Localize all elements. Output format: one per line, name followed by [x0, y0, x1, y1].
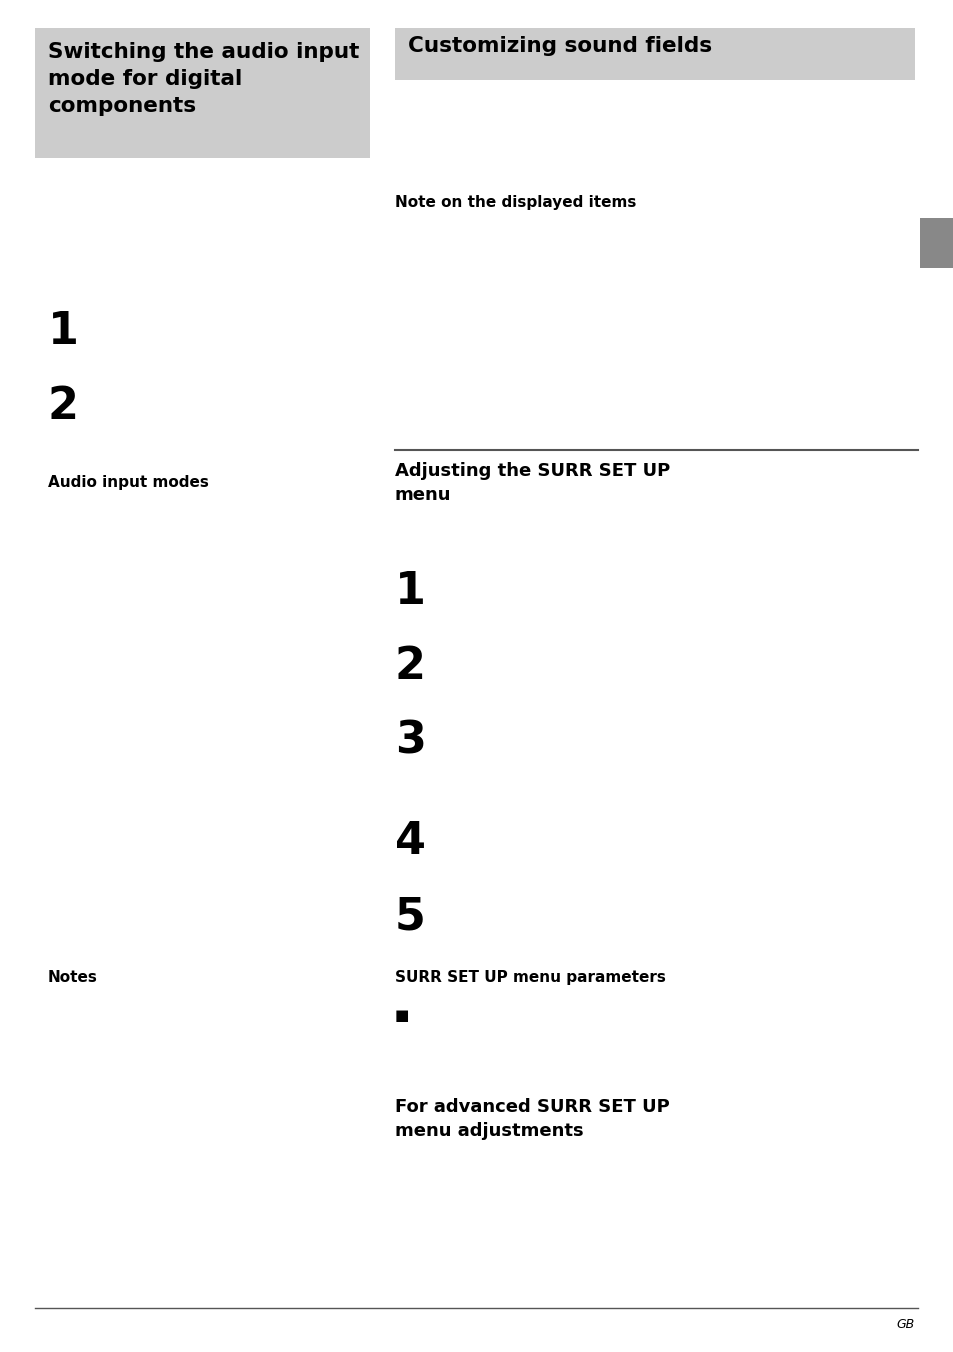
Bar — [919, 218, 953, 268]
Bar — [395, 28, 914, 80]
Text: 1: 1 — [48, 310, 79, 353]
Text: Audio input modes: Audio input modes — [48, 475, 209, 489]
Text: Switching the audio input
mode for digital
components: Switching the audio input mode for digit… — [48, 42, 359, 116]
Text: Notes: Notes — [48, 969, 98, 986]
Text: Note on the displayed items: Note on the displayed items — [395, 195, 636, 210]
Text: 5: 5 — [395, 895, 425, 938]
Text: SURR SET UP menu parameters: SURR SET UP menu parameters — [395, 969, 665, 986]
Text: 1: 1 — [395, 571, 426, 612]
Text: 3: 3 — [395, 721, 425, 763]
Bar — [35, 28, 370, 158]
Text: ■: ■ — [395, 1009, 409, 1023]
Text: Customizing sound fields: Customizing sound fields — [408, 37, 711, 55]
Text: 2: 2 — [395, 645, 426, 688]
Text: Adjusting the SURR SET UP
menu: Adjusting the SURR SET UP menu — [395, 462, 670, 503]
Text: For advanced SURR SET UP
menu adjustments: For advanced SURR SET UP menu adjustment… — [395, 1098, 669, 1140]
Text: 2: 2 — [48, 385, 79, 429]
Text: 4: 4 — [395, 821, 426, 863]
Text: GB: GB — [895, 1318, 913, 1330]
